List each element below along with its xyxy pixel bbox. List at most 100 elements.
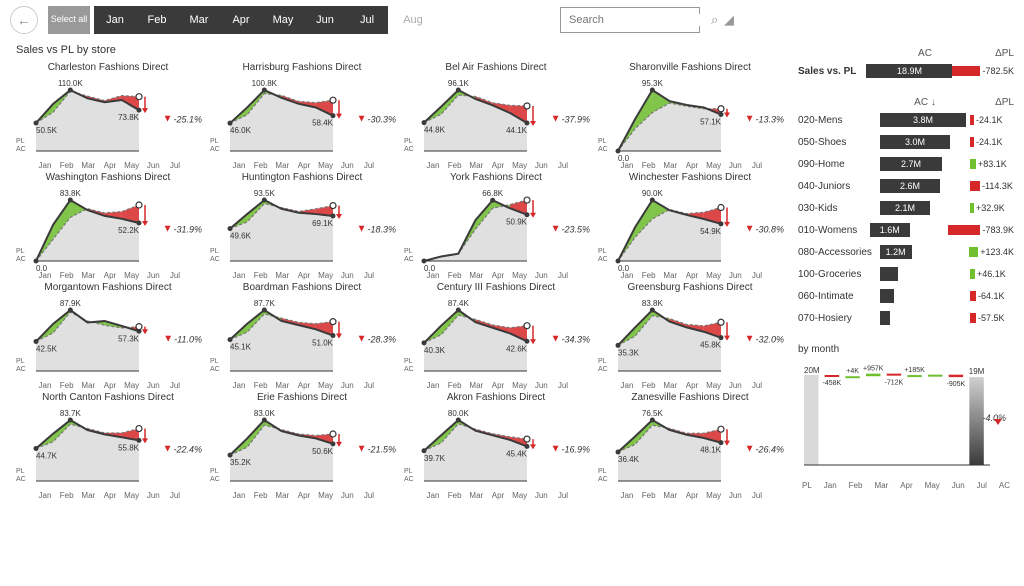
toolbar: ← Select all JanFebMarAprMayJunJul Aug ⌕… [0,0,1024,40]
kpi-total: AC ΔPL Sales vs. PL 18.9M -782.5K [798,48,1014,81]
small-multiple[interactable]: Huntington Fashions Direct 93.5K 49.6K 6… [208,172,396,280]
search-input[interactable] [569,14,711,26]
category-row[interactable]: 020-Mens 3.8M -24.1K [798,110,1014,130]
small-multiple[interactable]: Bel Air Fashions Direct 96.1K 44.8K 44.1… [402,62,590,170]
svg-text:AC: AC [598,366,608,373]
category-row[interactable]: 050-Shoes 3.0M -24.1K [798,132,1014,152]
sm-pct: ▼-30.3% [357,113,396,124]
svg-text:54.9K: 54.9K [700,227,722,236]
search-box[interactable]: ⌕ [560,7,700,33]
category-row[interactable]: 030-Kids 2.1M +32.9K [798,198,1014,218]
month-button-mar[interactable]: Mar [178,6,220,34]
sm-title: Century III Fashions Direct [402,282,590,293]
month-button-may[interactable]: May [262,6,304,34]
svg-text:58.4K: 58.4K [312,119,334,128]
month-button-feb[interactable]: Feb [136,6,178,34]
month-button-jul[interactable]: Jul [346,6,388,34]
cat-delta-bar [970,291,976,301]
month-button-jan[interactable]: Jan [94,6,136,34]
category-row[interactable]: 090-Home 2.7M +83.1K [798,154,1014,174]
small-multiple[interactable]: Sharonville Fashions Direct 95.3K 0.0 57… [596,62,784,170]
back-button[interactable]: ← [10,6,38,34]
sm-pct: ▼-21.5% [357,443,396,454]
cat-label: 010-Womens [798,225,870,236]
sm-title: Erie Fashions Direct [208,392,396,403]
small-multiple[interactable]: Winchester Fashions Direct 90.0K 0.0 54.… [596,172,784,280]
cat-delta-bar [969,247,978,257]
cat-bar: 2.1M [880,201,930,215]
svg-text:-458K: -458K [823,380,842,387]
svg-text:45.1K: 45.1K [230,343,252,352]
svg-text:42.5K: 42.5K [36,345,58,354]
small-multiple[interactable]: Washington Fashions Direct 83.8K 0.0 52.… [14,172,202,280]
svg-text:AC: AC [404,146,414,153]
sm-pct: ▼-13.3% [745,113,784,124]
svg-text:AC: AC [598,476,608,483]
small-multiple[interactable]: Erie Fashions Direct 83.0K 35.2K 50.6K P… [208,392,396,500]
cat-delta-text: +46.1K [977,269,1006,279]
small-multiple[interactable]: Morgantown Fashions Direct 87.9K 42.5K 5… [14,282,202,390]
svg-text:AC: AC [404,256,414,263]
svg-text:36.4K: 36.4K [618,455,640,464]
sm-pct: ▼-34.3% [551,333,590,344]
category-row[interactable]: 070-Hosiery -57.5K [798,308,1014,328]
svg-text:PL: PL [404,468,413,475]
category-row[interactable]: 100-Groceries +46.1K [798,264,1014,284]
svg-text:50.6K: 50.6K [312,447,334,456]
svg-text:73.8K: 73.8K [118,113,140,122]
cat-delta-bar [948,225,980,235]
small-multiple[interactable]: Akron Fashions Direct 80.0K 39.7K 45.4K … [402,392,590,500]
small-multiple[interactable]: Charleston Fashions Direct 110.0K 50.5K … [14,62,202,170]
small-multiple[interactable]: Harrisburg Fashions Direct 100.8K 46.0K … [208,62,396,170]
svg-text:55.8K: 55.8K [118,443,140,452]
cat-label: 090-Home [798,159,880,170]
svg-text:83.8K: 83.8K [60,189,82,198]
small-multiple[interactable]: North Canton Fashions Direct 83.7K 44.7K… [14,392,202,500]
svg-text:76.5K: 76.5K [642,409,664,418]
svg-text:AC: AC [210,256,220,263]
svg-text:PL: PL [210,138,219,145]
svg-text:0.0: 0.0 [424,264,436,273]
svg-text:PL: PL [404,248,413,255]
svg-text:PL: PL [210,248,219,255]
svg-text:19M: 19M [969,367,985,376]
eraser-icon[interactable]: ◢ [724,12,734,28]
cat-delta-bar [970,159,976,169]
sm-title: Washington Fashions Direct [14,172,202,183]
svg-text:96.1K: 96.1K [448,79,470,88]
category-row[interactable]: 040-Juniors 2.6M -114.3K [798,176,1014,196]
sm-pct: ▼-25.1% [163,113,202,124]
small-multiple[interactable]: Zanesville Fashions Direct 76.5K 36.4K 4… [596,392,784,500]
cat-bar: 2.7M [880,157,942,171]
sm-pct: ▼-28.3% [357,333,396,344]
svg-text:PL: PL [404,138,413,145]
small-multiple[interactable]: Boardman Fashions Direct 87.7K 45.1K 51.… [208,282,396,390]
kpi-delta-text: -782.5K [982,66,1014,76]
category-row[interactable]: 060-Intimate -64.1K [798,286,1014,306]
month-button-apr[interactable]: Apr [220,6,262,34]
category-row[interactable]: 080-Accessories 1.2M +123.4K [798,242,1014,262]
select-all-button[interactable]: Select all [48,6,90,34]
cat-bar: 1.2M [880,245,912,259]
svg-text:90.0K: 90.0K [642,189,664,198]
small-multiple[interactable]: York Fashions Direct 66.8K 0.0 50.9K PL … [402,172,590,280]
small-multiple[interactable]: Century III Fashions Direct 87.4K 40.3K … [402,282,590,390]
svg-text:-905K: -905K [947,381,966,388]
categories: AC ↓ ΔPL 020-Mens 3.8M -24.1K050-Shoes 3… [798,97,1014,328]
cat-delta-bar [970,269,975,279]
category-row[interactable]: 010-Womens 1.6M -783.9K [798,220,1014,240]
cat-label: 050-Shoes [798,137,880,148]
svg-text:AC: AC [598,146,608,153]
sm-title: Charleston Fashions Direct [14,62,202,73]
svg-text:48.1K: 48.1K [700,446,722,455]
month-button-jun[interactable]: Jun [304,6,346,34]
svg-text:83.7K: 83.7K [60,409,82,418]
cat-delta-text: -783.9K [982,225,1014,235]
kpi-delta-bar [952,66,980,76]
small-multiple[interactable]: Greensburg Fashions Direct 83.8K 35.3K 4… [596,282,784,390]
svg-text:52.2K: 52.2K [118,226,140,235]
sm-title: Greensburg Fashions Direct [596,282,784,293]
svg-text:0.0: 0.0 [36,264,48,273]
cat-delta-text: -64.1K [978,291,1005,301]
svg-text:35.2K: 35.2K [230,458,252,467]
